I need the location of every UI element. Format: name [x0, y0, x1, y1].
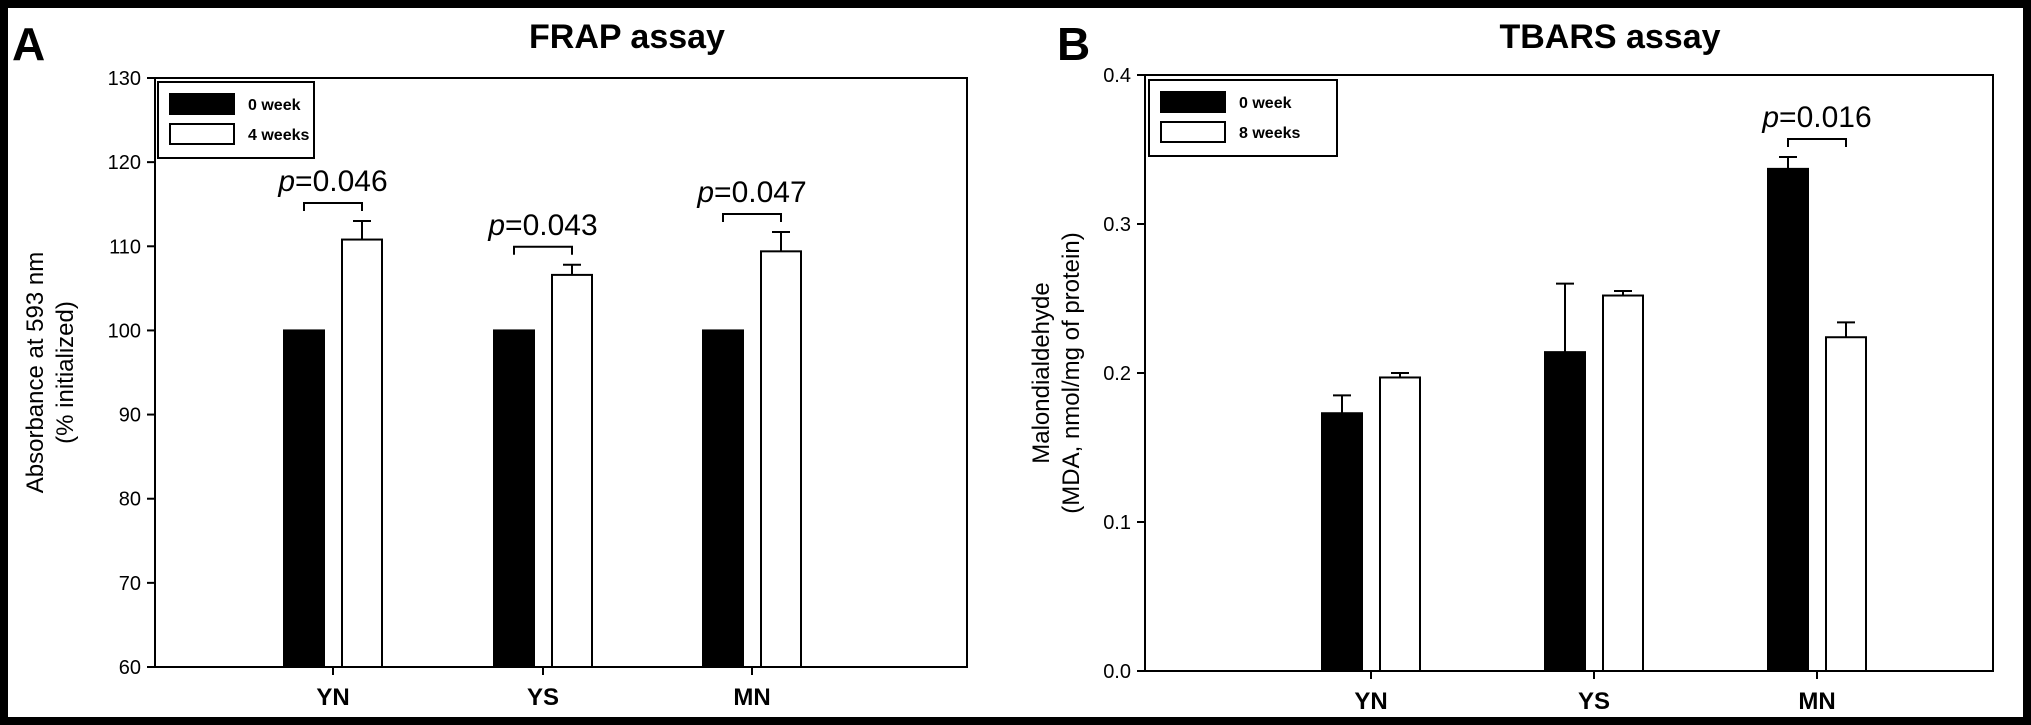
- panel-b-bar: [1825, 336, 1867, 672]
- panel-a-bar: [760, 250, 802, 668]
- panel-b-letter: B: [1057, 18, 1090, 70]
- panel-a-p-value-annotation: p=0.043: [487, 209, 597, 242]
- panel-b-y-axis-label: Malondialdehyde: [1028, 282, 1055, 463]
- panel-b-y-tick-label: 0.1: [1103, 512, 1131, 534]
- panel-b-bar: [1602, 294, 1644, 672]
- panel-b-p-value-bracket: [1787, 137, 1847, 147]
- panel-a-y-axis-label: (% initialized): [52, 301, 79, 444]
- panel-a-p-value-bracket: [513, 245, 573, 255]
- panel-a-bar: [493, 329, 535, 668]
- panel-a-p-value-bracket: [722, 212, 782, 222]
- panel-b-bar: [1767, 167, 1809, 672]
- panel-b-bar: [1379, 376, 1421, 672]
- panel-a: A FRAP assay 60 70 80 90 100 110 120 130 Absorbanc…: [12, 18, 968, 711]
- panel-b-y-tick-label: 0.0: [1103, 661, 1131, 683]
- panel-a-title: FRAP assay: [529, 18, 725, 56]
- panel-a-y-tick-label: 100: [108, 320, 141, 342]
- panel-a-p-value-symbol: p: [487, 209, 505, 242]
- panel-a-p-value-symbol: p: [277, 165, 295, 198]
- panel-a-p-value-bracket: [303, 202, 363, 212]
- panel-a-p-value-annotation: p=0.046: [277, 165, 387, 198]
- panel-b-legend-swatch: [1160, 91, 1226, 113]
- panel-b-y-axis-label: (MDA, nmol/mg of protein): [1058, 232, 1085, 513]
- panel-b-p-value-text: =0.016: [1779, 101, 1872, 134]
- panel-a-p-value-text: =0.043: [505, 209, 598, 242]
- panel-a-legend-label: 4 weeks: [248, 127, 309, 144]
- panel-b-legend-label: 8 weeks: [1239, 125, 1300, 142]
- panel-b-p-value-symbol: p: [1761, 101, 1779, 134]
- panel-b-p-value-annotation: p=0.016: [1761, 101, 1871, 134]
- panel-b-legend-label: 0 week: [1239, 95, 1292, 112]
- panel-a-y-axis-label: Absorbance at 593 nm: [22, 252, 49, 494]
- panel-a-bar: [341, 238, 383, 668]
- panel-a-bar: [702, 329, 744, 668]
- panel-b-y-tick-label: 0.3: [1103, 214, 1131, 236]
- panel-a-p-value-text: =0.047: [714, 176, 807, 209]
- panel-a-y-tick-label: 130: [108, 68, 141, 90]
- panel-a-x-tick-label: YS: [527, 684, 559, 711]
- panel-b-bar: [1544, 351, 1586, 672]
- panel-b-y-tick-label: 0.2: [1103, 363, 1131, 385]
- panel-a-y-tick-label: 70: [119, 573, 141, 595]
- panel-a-p-value-annotation: p=0.047: [696, 176, 806, 209]
- panel-a-p-value-text: =0.046: [295, 165, 388, 198]
- panel-b-x-tick-label: YS: [1578, 688, 1610, 715]
- panel-a-legend-swatch: [169, 123, 235, 145]
- panel-b-x-tick-label: YN: [1354, 688, 1387, 715]
- panel-a-y-tick-label: 110: [109, 236, 141, 258]
- panel-a-x-tick-label: MN: [733, 684, 770, 711]
- panel-a-bar: [283, 329, 325, 668]
- panel-a-legend-label: 0 week: [248, 97, 301, 114]
- panel-a-y-tick-label: 80: [119, 489, 141, 511]
- panel-a-y-tick-label: 90: [119, 405, 141, 427]
- panel-b: B TBARS assay 0.0 0.1 0.2 0.3 0.4 Malondialdehy…: [1028, 18, 1994, 715]
- panel-a-p-value-symbol: p: [696, 176, 714, 209]
- panel-a-y-tick-label: 60: [119, 657, 141, 679]
- panel-b-bar: [1321, 412, 1363, 672]
- panel-a-y-tick-label: 120: [108, 152, 141, 174]
- panel-a-bar: [551, 273, 593, 668]
- panel-b-y-tick-label: 0.4: [1103, 65, 1131, 87]
- panel-b-legend-swatch: [1160, 121, 1226, 143]
- panel-b-x-tick-label: MN: [1798, 688, 1835, 715]
- panel-a-x-tick-label: YN: [316, 684, 349, 711]
- panel-b-title: TBARS assay: [1499, 18, 1720, 56]
- panel-a-legend-swatch: [169, 93, 235, 115]
- panel-a-letter: A: [12, 18, 45, 70]
